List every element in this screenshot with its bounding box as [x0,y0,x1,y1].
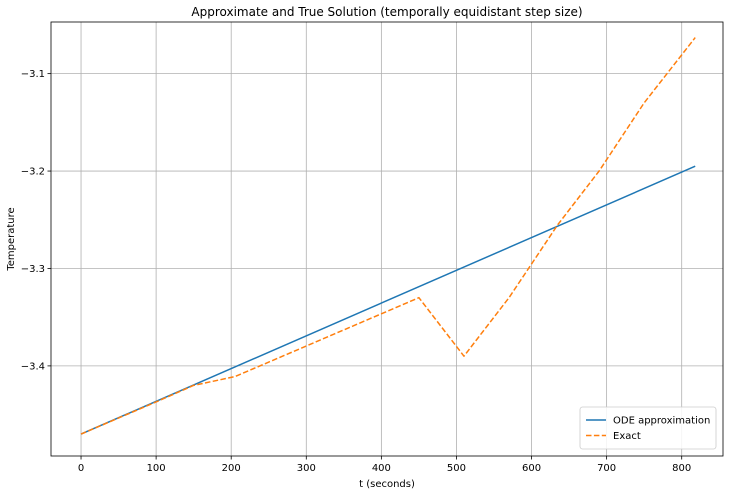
x-tick-label: 100 [147,463,166,474]
x-tick-label: 300 [297,463,316,474]
x-tick-label: 0 [78,463,84,474]
y-tick-label: −3.4 [21,361,45,372]
chart-title: Approximate and True Solution (temporall… [191,5,582,19]
y-tick-label: −3.1 [21,69,45,80]
x-axis-label: t (seconds) [359,479,415,490]
x-tick-label: 700 [597,463,616,474]
x-tick-label: 500 [447,463,466,474]
y-axis: −3.4 −3.3 −3.2 −3.1 [21,69,51,372]
plot-frame [50,21,724,457]
legend-box [579,406,717,450]
y-tick-label: −3.2 [21,167,45,178]
series-layer [80,37,696,435]
x-tick-label: 600 [522,463,541,474]
grid [51,22,723,456]
x-tick-label: 200 [222,463,241,474]
legend-label: ODE approximation [613,416,710,427]
legend-label: Exact [613,431,641,442]
x-tick-label: 800 [672,463,691,474]
x-tick-label: 400 [372,463,391,474]
y-axis-label: Temperature [6,207,17,271]
series-line-exact [80,37,696,435]
legend: ODE approximation Exact [579,406,717,450]
x-axis: 0 100 200 300 400 500 600 700 800 [78,456,691,474]
y-tick-label: −3.3 [21,264,45,275]
